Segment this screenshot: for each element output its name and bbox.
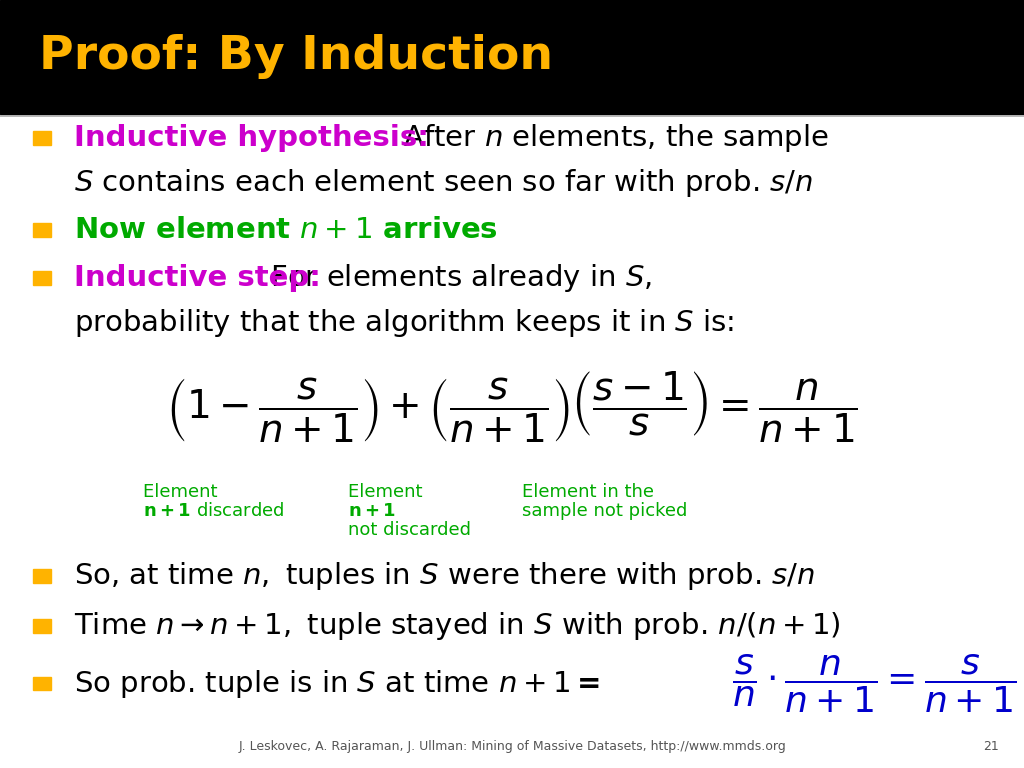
Bar (0, 0, 1024, 114)
Text: Proof: By Induction: Proof: By Induction (39, 35, 553, 79)
Bar (33, 131, 51, 145)
Text: After $\mathbf{\mathit{n}}$ elements, the sample: After $\mathbf{\mathit{n}}$ elements, th… (394, 122, 829, 154)
Bar (33, 223, 51, 237)
Text: not discarded: not discarded (348, 521, 471, 539)
Text: $\mathbf{\mathit{S}}$ contains each element seen so far with prob. $\mathbf{\mat: $\mathbf{\mathit{S}}$ contains each elem… (74, 167, 813, 199)
Bar (33, 619, 51, 633)
Text: So, at time $\mathbf{\mathit{n,}}$ tuples in $\mathbf{\mathit{S}}$ were there wi: So, at time $\mathbf{\mathit{n,}}$ tuple… (74, 560, 815, 592)
Text: So prob. tuple is in $\mathbf{\mathit{S}}$ at time $\mathbf{\mathit{n+1}}$$\math: So prob. tuple is in $\mathbf{\mathit{S}… (74, 667, 600, 700)
Text: probability that the algorithm keeps it in $\mathbf{\mathit{S}}$ is:: probability that the algorithm keeps it … (74, 306, 734, 339)
Text: For elements already in $\mathbf{\mathit{S}}$,: For elements already in $\mathbf{\mathit… (261, 262, 652, 294)
Text: Inductive hypothesis:: Inductive hypothesis: (74, 124, 429, 152)
Text: Element: Element (348, 482, 428, 501)
Bar (33, 569, 51, 583)
Text: $\mathbf{n+1}$ discarded: $\mathbf{n+1}$ discarded (143, 502, 285, 520)
Text: Inductive step:: Inductive step: (74, 264, 321, 292)
Text: $\dfrac{s}{n}\cdot\dfrac{n}{n+1}=\dfrac{s}{n+1}$: $\dfrac{s}{n}\cdot\dfrac{n}{n+1}=\dfrac{… (732, 652, 1017, 715)
Text: $\left(1-\dfrac{s}{n+1}\right)+\left(\dfrac{s}{n+1}\right)\left(\dfrac{s-1}{s}\r: $\left(1-\dfrac{s}{n+1}\right)+\left(\df… (166, 369, 858, 445)
Text: J. Leskovec, A. Rajaraman, J. Ullman: Mining of Massive Datasets, http://www.mmd: J. Leskovec, A. Rajaraman, J. Ullman: Mi… (239, 740, 785, 753)
Text: 21: 21 (983, 740, 998, 753)
Text: $\mathbf{n+1}$: $\mathbf{n+1}$ (348, 502, 396, 520)
Text: Now element $\mathbf{\mathit{n+1}}$ arrives: Now element $\mathbf{\mathit{n+1}}$ arri… (74, 217, 498, 244)
Bar (33, 271, 51, 285)
Text: Time $\mathbf{\mathit{n{\to}n+1,}}$ tuple stayed in $\mathbf{\mathit{S}}$ with p: Time $\mathbf{\mathit{n{\to}n+1,}}$ tupl… (74, 610, 841, 642)
Text: sample not picked: sample not picked (522, 502, 687, 520)
Text: Element: Element (143, 482, 223, 501)
Bar (33, 677, 51, 690)
Text: Element in the: Element in the (522, 482, 654, 501)
